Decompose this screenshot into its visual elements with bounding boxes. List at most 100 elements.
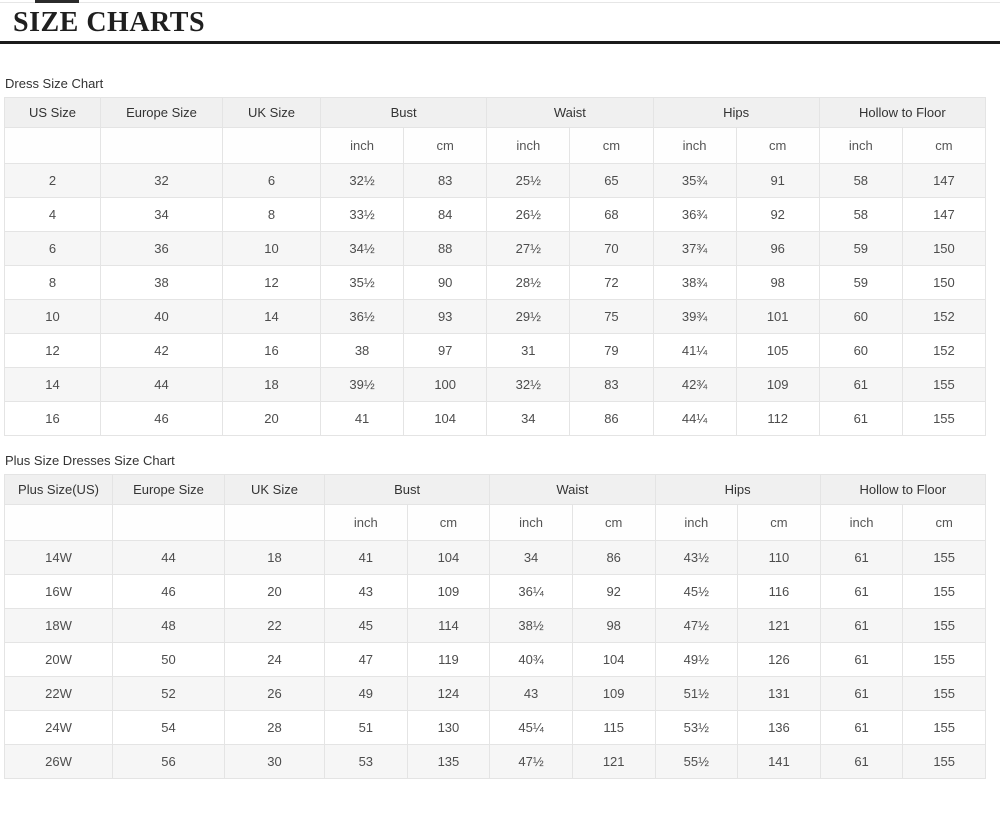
table-cell: 14 — [222, 299, 321, 334]
table-cell: 44 — [112, 540, 225, 575]
unit-inch-header: inch — [319, 127, 405, 164]
table-cell: 14W — [4, 540, 113, 575]
table-cell: 101 — [735, 299, 820, 334]
table-cell: 155 — [901, 367, 987, 402]
table-cell: 25½ — [486, 163, 571, 198]
table-cell: 61 — [818, 367, 903, 402]
table-cell: 147 — [901, 197, 987, 232]
table-cell: 60 — [818, 299, 903, 334]
table-cell: 61 — [819, 608, 904, 643]
table-cell: 54 — [112, 710, 225, 745]
col-header-bust: Bust — [323, 474, 491, 505]
table-cell: 16W — [4, 574, 113, 609]
table-cell: 59 — [818, 231, 903, 266]
table-cell: 16 — [4, 401, 101, 436]
unit-cm-header: cm — [569, 127, 654, 164]
plus-size-table-body: 14W 44 18 41 104 34 86 43½ 110 61 155 16W 46 20 43 109 3… — [4, 540, 986, 779]
unit-header-row: inch cm inch cm inch cm inch cm — [4, 127, 987, 164]
table-cell: 61 — [819, 710, 904, 745]
col-header-uk-size: UK Size — [224, 474, 325, 505]
table-cell: 109 — [571, 676, 656, 711]
top-edge-mark — [35, 0, 79, 3]
table-cell: 155 — [902, 642, 986, 677]
table-cell: 100 — [403, 367, 488, 402]
empty-header-cell — [224, 504, 325, 541]
table-cell: 28½ — [486, 265, 571, 300]
table-cell: 20 — [224, 574, 325, 609]
table-cell: 115 — [571, 710, 656, 745]
table-cell: 24 — [224, 642, 325, 677]
table-cell: 119 — [406, 642, 491, 677]
table-cell: 39¾ — [652, 299, 737, 334]
table-cell: 36¾ — [652, 197, 737, 232]
table-cell: 93 — [403, 299, 488, 334]
title-bar: SIZE CHARTS — [0, 0, 1000, 44]
table-cell: 43 — [489, 676, 573, 711]
table-cell: 86 — [569, 401, 654, 436]
table-cell: 45 — [324, 608, 408, 643]
table-cell: 52 — [112, 676, 225, 711]
page-title: SIZE CHARTS — [13, 7, 206, 38]
table-cell: 104 — [406, 540, 491, 575]
table-cell: 90 — [403, 265, 488, 300]
table-cell: 20W — [4, 642, 113, 677]
table-cell: 38 — [100, 265, 223, 300]
table-cell: 109 — [406, 574, 491, 609]
table-cell: 26W — [4, 744, 113, 779]
table-cell: 35½ — [319, 265, 405, 300]
table-row: 2 32 6 32½ 83 25½ 65 35¾ 91 58 147 — [4, 163, 987, 198]
empty-header-cell — [4, 127, 101, 164]
table-cell: 34 — [100, 197, 223, 232]
unit-inch-header: inch — [652, 127, 737, 164]
table-cell: 56 — [112, 744, 225, 779]
table-cell: 96 — [735, 231, 820, 266]
unit-inch-header: inch — [819, 504, 904, 541]
table-cell: 97 — [403, 333, 488, 368]
table-cell: 61 — [819, 642, 904, 677]
table-cell: 2 — [4, 163, 101, 198]
table-cell: 22W — [4, 676, 113, 711]
unit-cm-header: cm — [403, 127, 488, 164]
group-header-row: Plus Size(US) Europe Size UK Size Bust W… — [4, 474, 987, 505]
table-cell: 10 — [222, 231, 321, 266]
table-cell: 33½ — [319, 197, 405, 232]
table-cell: 43½ — [654, 540, 739, 575]
table-cell: 18W — [4, 608, 113, 643]
table-cell: 18 — [222, 367, 321, 402]
table-cell: 6 — [4, 231, 101, 266]
empty-header-cell — [4, 504, 113, 541]
col-header-uk-size: UK Size — [222, 97, 321, 128]
table-cell: 45¼ — [489, 710, 573, 745]
table-cell: 61 — [819, 744, 904, 779]
col-header-us-size: US Size — [4, 97, 101, 128]
table-cell: 121 — [571, 744, 656, 779]
col-header-hips: Hips — [652, 97, 820, 128]
table-cell: 38¾ — [652, 265, 737, 300]
table-cell: 150 — [901, 265, 987, 300]
table-cell: 42 — [100, 333, 223, 368]
col-header-hollow-to-floor: Hollow to Floor — [818, 97, 987, 128]
table-cell: 92 — [571, 574, 656, 609]
table-row: 12 42 16 38 97 31 79 41¼ 105 60 152 — [4, 333, 987, 368]
table-cell: 38½ — [489, 608, 573, 643]
table-cell: 131 — [737, 676, 821, 711]
empty-header-cell — [222, 127, 321, 164]
unit-cm-header: cm — [737, 504, 821, 541]
table-cell: 61 — [818, 401, 903, 436]
table-cell: 38 — [319, 333, 405, 368]
table-cell: 126 — [737, 642, 821, 677]
unit-inch-header: inch — [324, 504, 408, 541]
table-cell: 8 — [4, 265, 101, 300]
table-row: 14W 44 18 41 104 34 86 43½ 110 61 155 — [4, 540, 986, 575]
table-cell: 18 — [224, 540, 325, 575]
table-row: 22W 52 26 49 124 43 109 51½ 131 61 155 — [4, 676, 986, 711]
table-cell: 51½ — [654, 676, 739, 711]
table-cell: 91 — [735, 163, 820, 198]
table-cell: 88 — [403, 231, 488, 266]
unit-header-row: inch cm inch cm inch cm inch cm — [4, 504, 986, 541]
table-cell: 34 — [489, 540, 573, 575]
unit-cm-header: cm — [735, 127, 820, 164]
table-cell: 49 — [324, 676, 408, 711]
table-cell: 12 — [222, 265, 321, 300]
